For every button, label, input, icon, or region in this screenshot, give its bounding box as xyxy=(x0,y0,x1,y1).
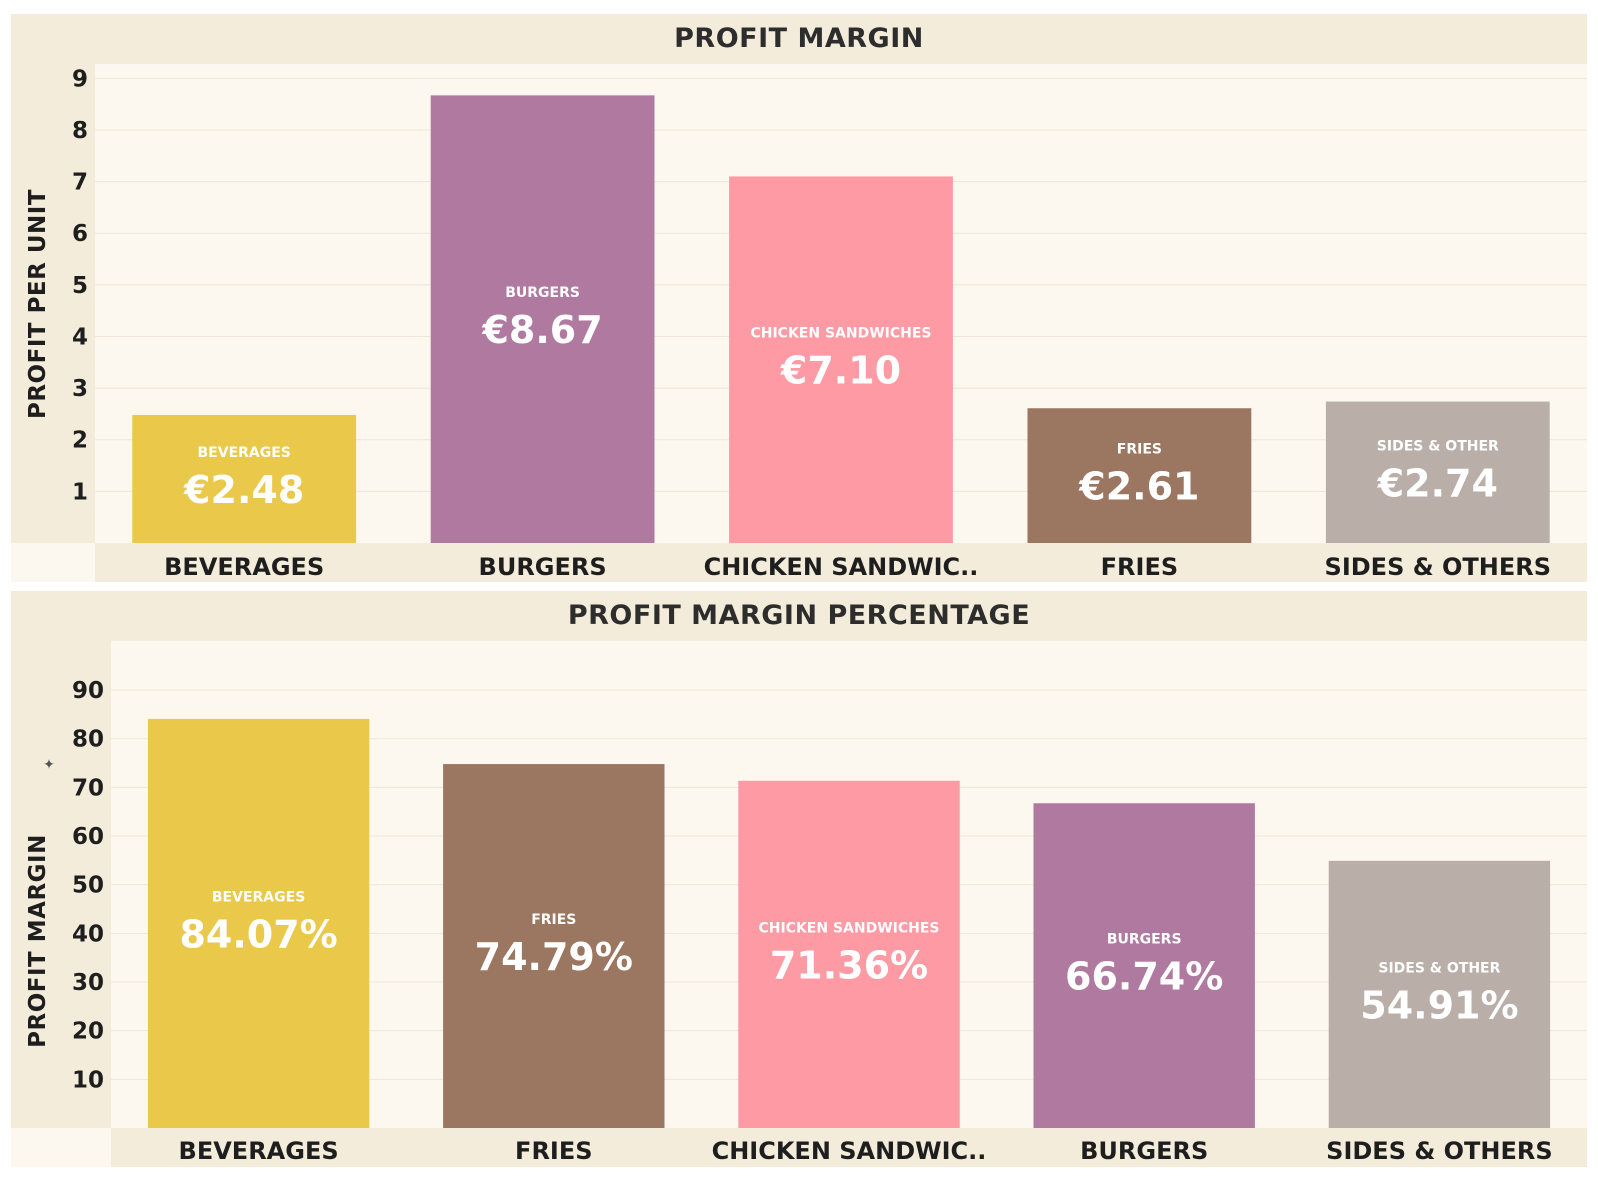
bar[interactable] xyxy=(738,780,960,1128)
profit-margin-panel: PROFIT MARGIN 1 2 3 4 5 6 7 8 9 PROFIT PER UNIT BE… xyxy=(11,14,1587,582)
data-label: 66.74% xyxy=(1065,955,1223,999)
x-axis-band xyxy=(95,543,1587,582)
x-tick-label: CHICKEN SANDWIC.. xyxy=(712,1137,987,1165)
y-tick-label: 4 xyxy=(72,324,88,350)
y-tick-label: 50 xyxy=(72,873,104,899)
bar[interactable] xyxy=(729,176,953,543)
y-tick-label: 10 xyxy=(72,1067,104,1093)
x-tick-label: BURGERS xyxy=(479,553,607,581)
data-label: 71.36% xyxy=(770,943,928,987)
bar[interactable] xyxy=(1033,803,1255,1128)
bar-category-label: CHICKEN SANDWICHES xyxy=(758,920,939,936)
bar[interactable] xyxy=(443,764,665,1128)
bar-category-label: BEVERAGES xyxy=(198,445,291,461)
bar[interactable] xyxy=(1027,408,1252,543)
profit-margin-chart: 1 2 3 4 5 6 7 8 9 PROFIT PER UNIT BEVERAGES €2.48 BE… xyxy=(11,64,1587,582)
bar-category-label: FRIES xyxy=(1117,442,1162,458)
x-tick-label: CHICKEN SANDWIC.. xyxy=(704,553,979,581)
chart-title: PROFIT MARGIN xyxy=(11,14,1587,64)
y-tick-label: 5 xyxy=(72,273,88,299)
pin-icon[interactable]: ✦ xyxy=(43,757,55,773)
bar-category-label: FRIES xyxy=(531,912,576,928)
y-tick-label: 1 xyxy=(72,479,88,505)
y-tick-label: 80 xyxy=(72,727,104,753)
bar-category-label: BEVERAGES xyxy=(212,889,305,905)
y-tick-label: 60 xyxy=(72,824,104,850)
bar[interactable] xyxy=(132,414,357,543)
x-tick-label: BEVERAGES xyxy=(164,553,324,581)
bar-category-label: BURGERS xyxy=(1107,932,1182,948)
y-tick-label: 90 xyxy=(72,678,104,704)
corner-area xyxy=(11,1128,111,1167)
bar[interactable] xyxy=(147,718,370,1128)
x-tick-label: FRIES xyxy=(1101,553,1178,581)
bar[interactable] xyxy=(1328,860,1551,1128)
y-tick-label: 40 xyxy=(72,921,104,947)
data-label: 74.79% xyxy=(475,935,633,979)
y-tick-label: 3 xyxy=(72,376,88,402)
data-label: €2.74 xyxy=(1377,461,1498,505)
data-label: €8.67 xyxy=(481,308,602,352)
data-label: €2.48 xyxy=(183,468,304,512)
bar[interactable] xyxy=(430,95,655,543)
x-tick-label: FRIES xyxy=(515,1137,592,1165)
data-label: 84.07% xyxy=(179,912,337,956)
bar-category-label: CHICKEN SANDWICHES xyxy=(750,326,931,342)
data-label: €7.10 xyxy=(780,349,901,393)
y-tick-label: 7 xyxy=(72,170,88,196)
data-label: €2.61 xyxy=(1078,465,1199,509)
corner-area xyxy=(11,543,95,582)
y-tick-label: 8 xyxy=(72,118,88,144)
x-tick-label: SIDES & OTHERS xyxy=(1326,1137,1552,1165)
profit-margin-percentage-panel: PROFIT MARGIN PERCENTAGE 10 20 30 40 50 60 70 8… xyxy=(11,591,1587,1167)
y-tick-label: 70 xyxy=(72,775,104,801)
y-tick-label: 9 xyxy=(72,66,88,92)
y-axis-band xyxy=(11,64,95,543)
y-axis-label: PROFIT PER UNIT xyxy=(25,189,51,419)
bar-category-label: SIDES & OTHER xyxy=(1378,960,1500,976)
chart-title: PROFIT MARGIN PERCENTAGE xyxy=(11,591,1587,641)
y-tick-label: 20 xyxy=(72,1019,104,1045)
x-tick-label: BURGERS xyxy=(1080,1137,1208,1165)
y-axis-band xyxy=(11,641,111,1128)
y-axis-label: PROFIT MARGIN xyxy=(25,834,51,1048)
x-tick-label: SIDES & OTHERS xyxy=(1325,553,1551,581)
y-tick-label: 6 xyxy=(72,221,88,247)
bar-category-label: BURGERS xyxy=(505,285,580,301)
profit-margin-percentage-chart: 10 20 30 40 50 60 70 80 90 PROFIT MARGIN BEVERAGES… xyxy=(11,641,1587,1167)
x-tick-label: BEVERAGES xyxy=(179,1137,339,1165)
bar-category-label: SIDES & OTHER xyxy=(1377,438,1499,454)
x-axis-band xyxy=(111,1128,1587,1167)
y-tick-label: 2 xyxy=(72,428,88,454)
data-label: 54.91% xyxy=(1360,983,1518,1027)
y-tick-label: 30 xyxy=(72,970,104,996)
bar[interactable] xyxy=(1325,401,1550,543)
